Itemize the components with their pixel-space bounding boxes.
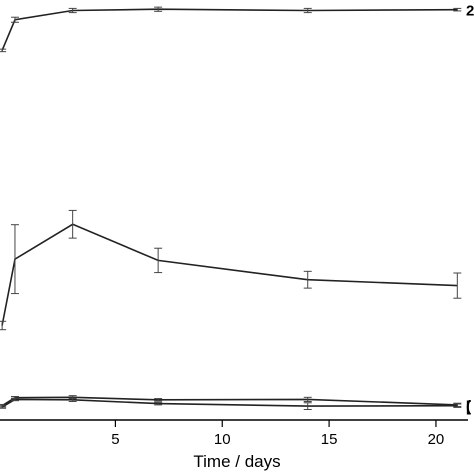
label-layer: 2 ([: [466, 3, 474, 416]
series-end-label: [: [466, 399, 471, 416]
x-axis-title: Time / days: [193, 452, 280, 471]
series-line-4: [1, 398, 458, 408]
tick-layer: 5 10 15 20: [111, 420, 444, 448]
series-line-2: [1, 223, 458, 326]
x-tick-label: 10: [214, 431, 231, 448]
series-end-label: 2: [466, 3, 474, 20]
x-tick-label: 20: [428, 431, 445, 448]
series-layer: [0, 6, 462, 410]
series-end-label: (: [466, 398, 471, 415]
series-line-1: [1, 8, 458, 51]
x-tick-label: 15: [321, 431, 338, 448]
x-tick-label: 5: [111, 431, 119, 448]
